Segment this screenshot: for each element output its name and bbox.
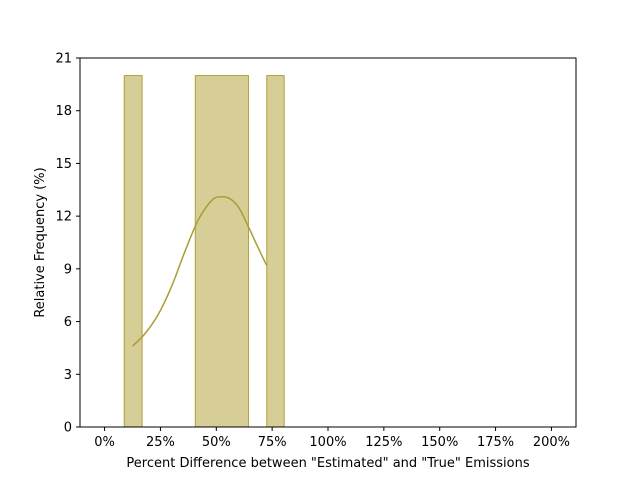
y-tick-label: 9 [64, 262, 72, 277]
x-tick-label: 0% [94, 435, 115, 450]
histogram-bar [123, 75, 143, 428]
density-curve [131, 195, 268, 347]
x-tick-label: 25% [146, 435, 175, 450]
x-tick-label: 75% [258, 435, 287, 450]
x-axis-label: Percent Difference between "Estimated" a… [126, 456, 529, 471]
kde-line [131, 195, 268, 347]
y-tick-label: 21 [55, 52, 72, 67]
y-tick-label: 18 [55, 104, 72, 119]
y-tick-label: 3 [64, 368, 72, 383]
x-tick-label: 50% [202, 435, 231, 450]
y-tick-label: 6 [64, 315, 72, 330]
y-tick-label: 12 [55, 210, 72, 225]
histogram-bars [123, 75, 285, 428]
y-tick-label: 0 [64, 421, 72, 436]
y-axis-ticks: 0 3 6 9 12 15 18 21 [55, 52, 80, 436]
x-tick-label: 150% [421, 435, 458, 450]
x-tick-label: 200% [533, 435, 570, 450]
x-axis-ticks: 0% 25% 50% 75% 100% 125% 150% 175% 200% [94, 427, 570, 450]
histogram-bar [266, 75, 285, 428]
y-tick-label: 15 [55, 157, 72, 172]
x-tick-label: 100% [309, 435, 346, 450]
histogram-bar [194, 75, 249, 428]
x-tick-label: 175% [477, 435, 514, 450]
y-axis-label: Relative Frequency (%) [33, 167, 48, 317]
x-tick-label: 125% [365, 435, 402, 450]
